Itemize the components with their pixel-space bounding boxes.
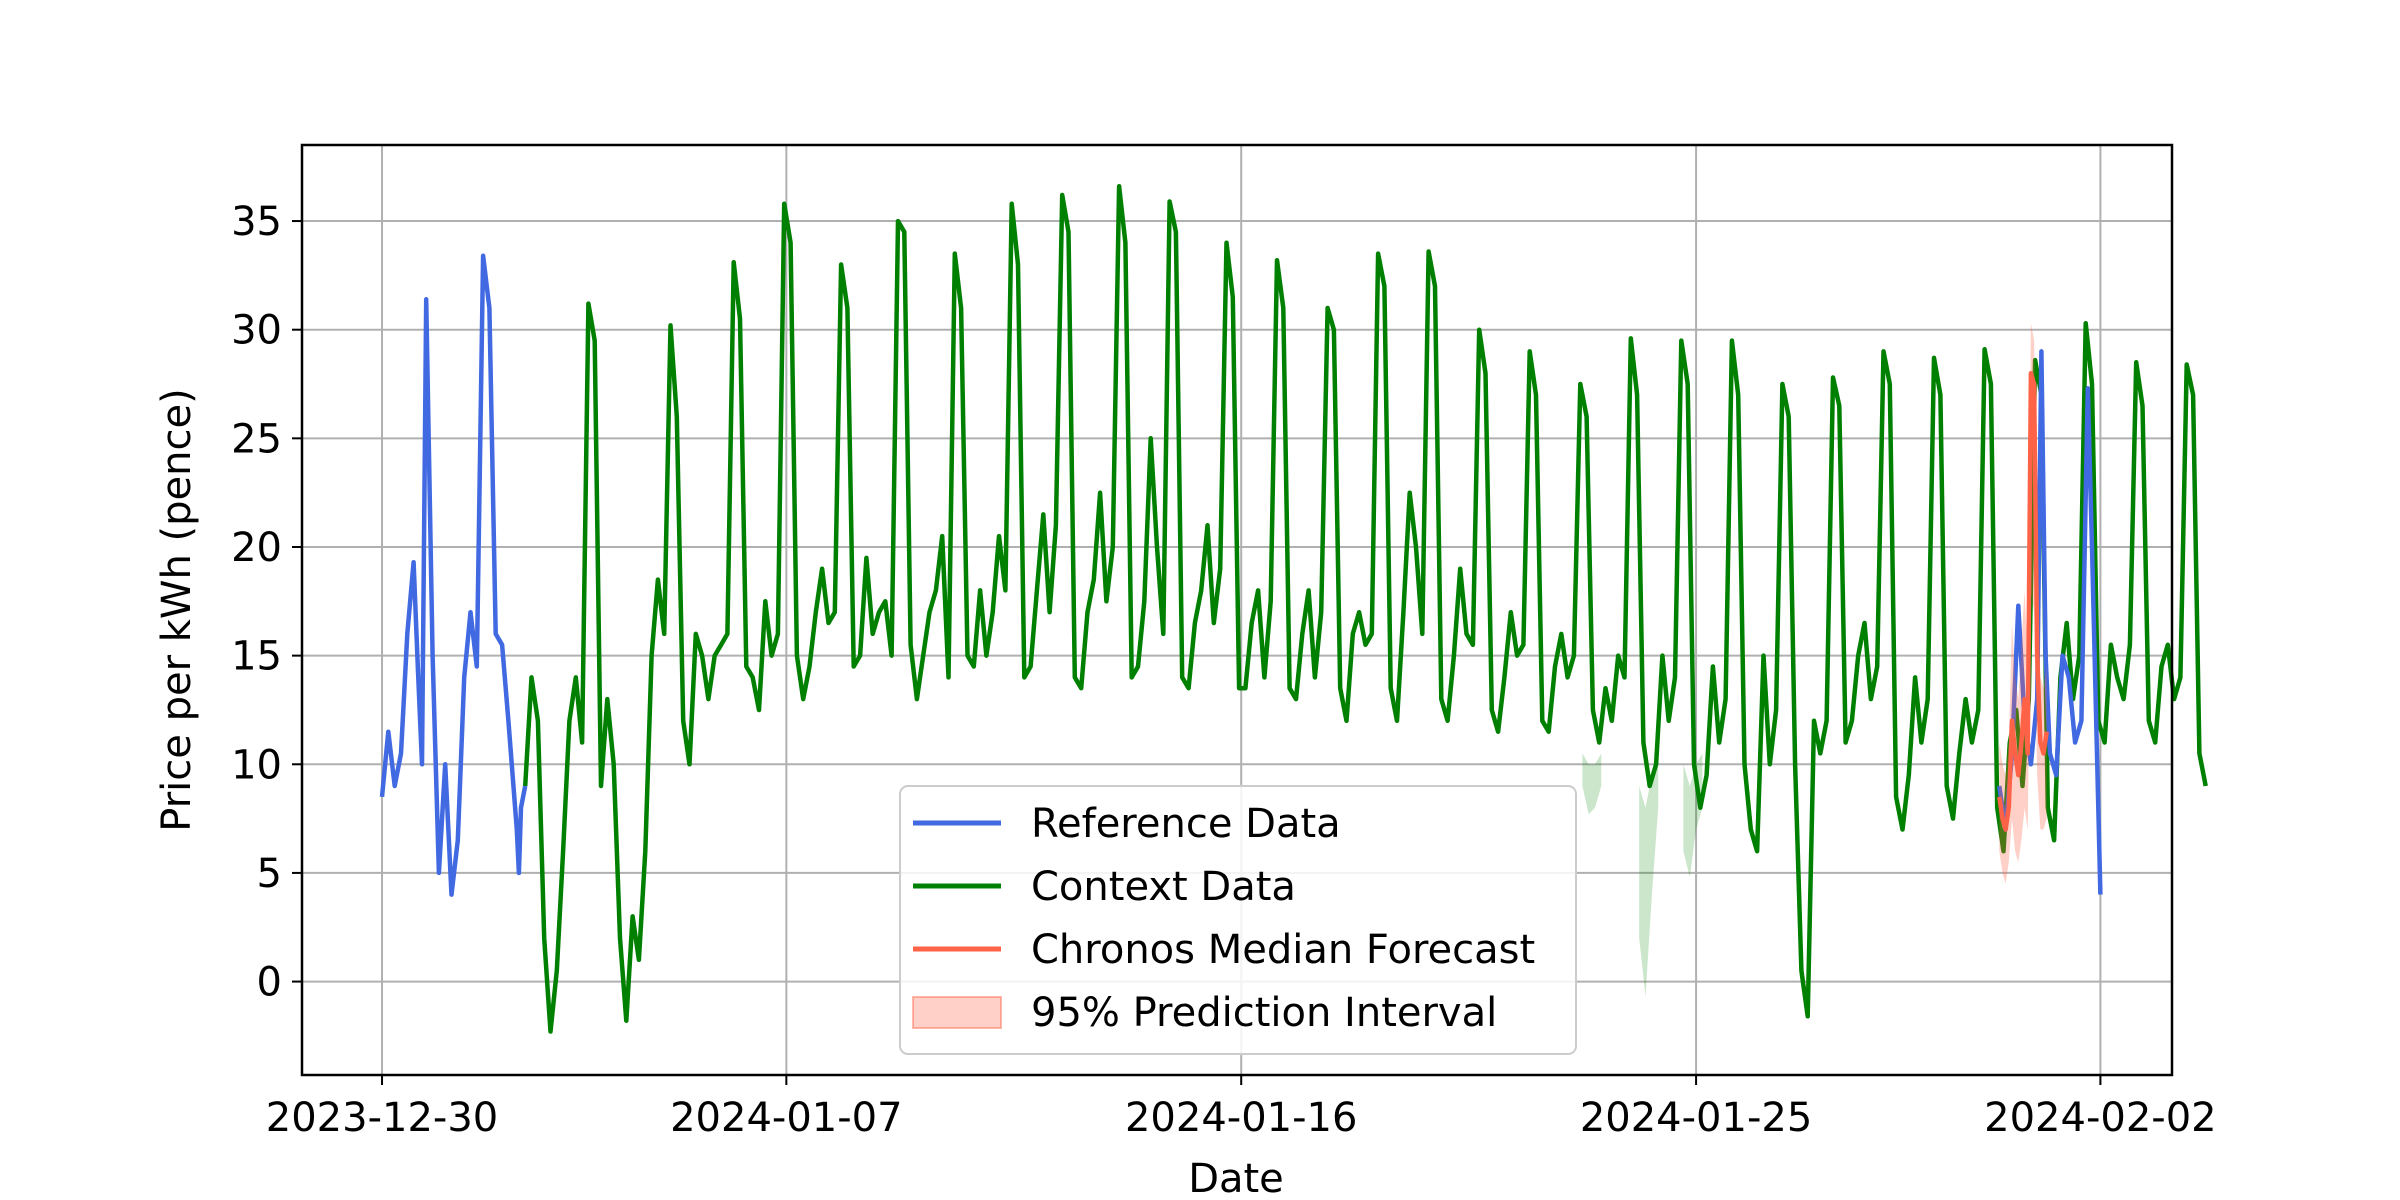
legend-label-context: Context Data [1031, 864, 1296, 910]
x-tick-label: 2024-02-02 [1984, 1095, 2216, 1141]
reference-data-line [379, 253, 528, 897]
legend-swatch-interval [912, 996, 1002, 1029]
x-tick-label: 2024-01-16 [1125, 1095, 1357, 1141]
y-tick-label: 5 [257, 851, 282, 897]
y-tick-label: 15 [231, 634, 282, 680]
y-tick-label: 0 [257, 960, 282, 1006]
plot-area [379, 184, 2208, 1034]
faded-context-band [1639, 753, 1659, 997]
y-tick-label: 20 [231, 525, 282, 571]
axis-ticks: 2023-12-30 2024-01-07 2024-01-16 2024-01-25… [231, 199, 2217, 1141]
y-tick-label: 35 [231, 199, 282, 245]
x-tick-label: 2024-01-25 [1580, 1095, 1812, 1141]
y-tick-label: 10 [231, 742, 282, 788]
x-tick-label: 2023-12-30 [266, 1095, 498, 1141]
y-tick-label: 30 [231, 308, 282, 354]
legend-label-forecast: Chronos Median Forecast [1031, 927, 1535, 973]
forecast-median-line [1997, 370, 2049, 832]
legend-label-interval: 95% Prediction Interval [1031, 990, 1497, 1036]
legend: Reference Data Context Data Chronos Medi… [899, 785, 1577, 1055]
legend-box [899, 785, 1577, 1055]
reference-data-line [1997, 349, 2103, 895]
context-data-line [522, 184, 2208, 1034]
legend-label-reference: Reference Data [1031, 801, 1341, 847]
faded-context-band [1582, 753, 1602, 815]
x-axis-label: Date [1188, 1156, 1284, 1200]
x-tick-label: 2024-01-07 [670, 1095, 902, 1141]
plot-frame [300, 143, 2174, 1077]
y-tick-label: 25 [231, 416, 282, 462]
y-axis-label: Price per kWh (pence) [154, 388, 200, 831]
